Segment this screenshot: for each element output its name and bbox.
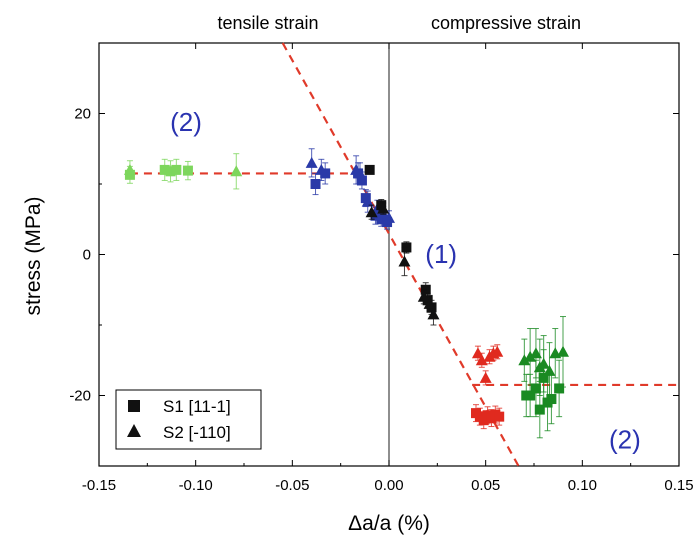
data-point-triangle	[305, 156, 318, 168]
data-point-triangle	[354, 167, 366, 179]
data-point-square	[356, 175, 367, 186]
annotation-1: (1)	[425, 239, 457, 269]
y-tick-label: -20	[69, 388, 91, 405]
fit-line	[281, 42, 520, 467]
y-axis-title: stress (MPa)	[22, 196, 45, 315]
top-label-tensile: tensile strain	[217, 13, 318, 33]
y-tick-label: 0	[83, 247, 91, 264]
x-tick-label: 0.10	[568, 477, 597, 494]
series-red-square	[471, 404, 505, 430]
data-point-triangle	[537, 357, 550, 369]
y-tick-label: 20	[74, 106, 91, 123]
x-tick-label: -0.05	[275, 477, 309, 494]
series-red-triangle	[471, 344, 504, 386]
x-axis-title: Δa/a (%)	[348, 512, 430, 535]
data-point-square	[364, 164, 375, 175]
data-point-triangle	[423, 297, 436, 309]
data-point-square	[360, 193, 371, 204]
data-point-triangle	[518, 354, 531, 366]
svg-text:(2): (2)	[609, 424, 641, 454]
svg-text:(2): (2)	[170, 107, 202, 137]
data-point-triangle	[479, 371, 492, 383]
data-point-triangle	[543, 364, 556, 376]
data-point-triangle	[377, 202, 390, 214]
x-tick-label: 0.15	[664, 477, 693, 494]
data-point-triangle	[557, 345, 569, 357]
data-point-triangle	[123, 163, 136, 175]
data-point-square	[494, 411, 505, 422]
data-point-triangle	[491, 345, 504, 357]
legend-label-s2: S2 [-110]	[163, 423, 231, 442]
legend-square-marker	[128, 400, 140, 412]
data-point-triangle	[475, 354, 488, 366]
data-point-triangle	[361, 195, 374, 207]
data-point-square	[554, 383, 565, 394]
data-point-triangle	[427, 308, 440, 320]
data-point-square	[310, 179, 321, 189]
data-point-square	[525, 390, 536, 401]
data-point-square	[171, 164, 182, 175]
svg-text:(1): (1)	[425, 239, 457, 269]
annotation-2-left: (2)	[170, 107, 202, 137]
data-point-triangle	[383, 211, 395, 223]
x-tick-label: 0.00	[374, 477, 403, 494]
data-point-triangle	[398, 255, 411, 267]
legend-triangle-marker	[127, 424, 141, 437]
annotation-2-right: (2)	[609, 424, 641, 454]
data-point-square	[376, 214, 387, 225]
data-point-triangle	[365, 206, 378, 218]
data-point-triangle	[524, 350, 537, 362]
top-label-compressive: compressive strain	[431, 13, 581, 33]
data-point-square	[159, 164, 170, 175]
data-point-triangle	[230, 165, 243, 177]
data-point-square	[376, 200, 387, 211]
series-light_green-triangle	[123, 153, 243, 190]
data-point-square	[534, 404, 545, 415]
x-tick-label: -0.15	[82, 477, 116, 494]
legend: S1 [11-1] S2 [-110]	[115, 389, 262, 450]
x-tick-label: 0.05	[471, 477, 500, 494]
data-point-triangle	[417, 290, 430, 302]
data-point-square	[530, 383, 541, 394]
data-point-square	[165, 166, 176, 177]
data-point-triangle	[529, 347, 542, 359]
series-black-triangle	[365, 202, 440, 326]
legend-box	[115, 389, 262, 450]
series-green-triangle	[518, 316, 569, 400]
data-point-triangle	[471, 347, 484, 359]
x-tick-label: -0.10	[179, 477, 213, 494]
series-light_green-square	[124, 158, 193, 184]
data-point-square	[182, 165, 193, 176]
legend-label-s1: S1 [11-1]	[163, 397, 231, 416]
data-point-triangle	[315, 163, 328, 175]
